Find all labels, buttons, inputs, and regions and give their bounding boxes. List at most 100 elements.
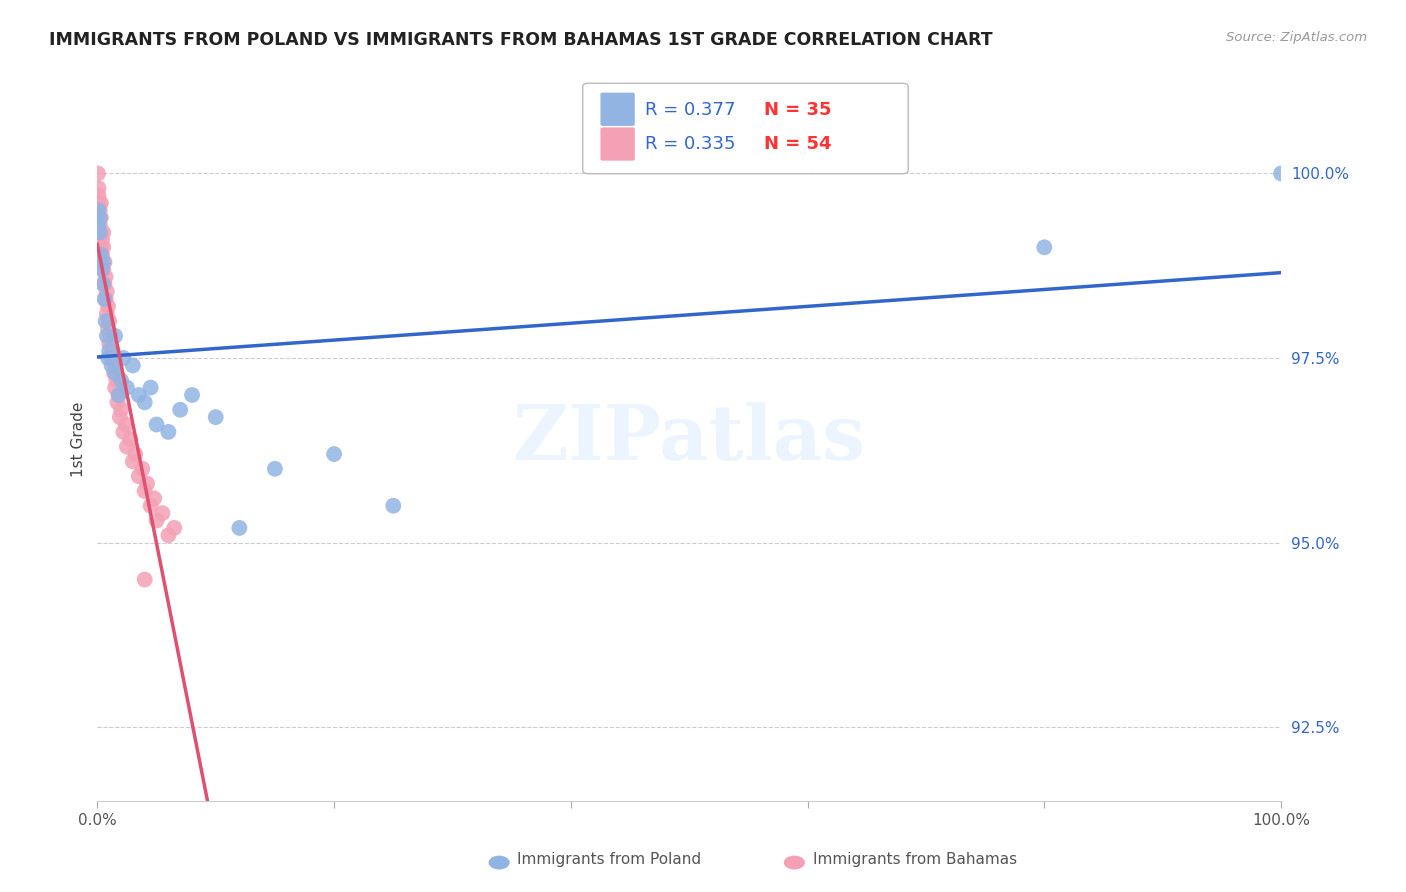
Point xyxy=(157,528,180,542)
Point xyxy=(1033,240,1056,254)
Point xyxy=(97,351,120,365)
Point xyxy=(87,181,110,195)
Point xyxy=(91,233,114,247)
Point xyxy=(87,196,110,211)
Point xyxy=(100,359,122,373)
Point xyxy=(107,388,129,402)
Point xyxy=(91,277,114,292)
Point xyxy=(114,417,136,432)
Point xyxy=(145,417,167,432)
Point xyxy=(91,226,114,240)
Text: R = 0.335: R = 0.335 xyxy=(645,136,735,153)
Point xyxy=(96,307,118,321)
Point xyxy=(134,483,156,498)
Point xyxy=(91,248,114,262)
Point xyxy=(90,248,112,262)
Point xyxy=(89,218,111,232)
Point xyxy=(134,395,156,409)
Point xyxy=(87,218,110,232)
Text: IMMIGRANTS FROM POLAND VS IMMIGRANTS FROM BAHAMAS 1ST GRADE CORRELATION CHART: IMMIGRANTS FROM POLAND VS IMMIGRANTS FRO… xyxy=(49,31,993,49)
Point xyxy=(139,499,162,513)
Point xyxy=(87,203,110,218)
Point xyxy=(115,440,138,454)
Text: R = 0.377: R = 0.377 xyxy=(645,101,735,119)
Point xyxy=(131,462,153,476)
Point xyxy=(112,351,135,365)
Point xyxy=(97,321,120,335)
Point xyxy=(98,336,121,351)
Point xyxy=(108,410,131,425)
Point xyxy=(87,166,110,180)
Point xyxy=(93,292,115,306)
Point xyxy=(157,425,180,439)
Point xyxy=(228,521,250,535)
Text: Source: ZipAtlas.com: Source: ZipAtlas.com xyxy=(1226,31,1367,45)
Text: ZIPatlas: ZIPatlas xyxy=(513,402,866,476)
Point xyxy=(89,211,111,225)
Point xyxy=(145,514,167,528)
Point xyxy=(143,491,166,506)
Point xyxy=(104,329,127,343)
Point xyxy=(96,329,118,343)
Point xyxy=(89,226,111,240)
Point xyxy=(93,255,115,269)
Point xyxy=(204,410,226,425)
Point xyxy=(120,432,142,446)
Point xyxy=(104,359,127,373)
Point xyxy=(139,381,162,395)
Point xyxy=(94,269,117,284)
Point xyxy=(90,211,112,225)
Point xyxy=(94,314,117,328)
Point xyxy=(104,381,127,395)
Point xyxy=(93,277,115,292)
Point xyxy=(105,373,128,387)
Point xyxy=(100,329,122,343)
FancyBboxPatch shape xyxy=(600,93,634,126)
Point xyxy=(91,262,114,277)
Text: N = 35: N = 35 xyxy=(763,101,831,119)
Point xyxy=(110,402,132,417)
Point xyxy=(101,343,124,358)
Point xyxy=(169,402,191,417)
Point xyxy=(98,314,121,328)
Point xyxy=(112,425,135,439)
Point xyxy=(121,359,143,373)
Point xyxy=(128,388,150,402)
Point xyxy=(107,395,129,409)
Point xyxy=(323,447,346,461)
Point xyxy=(1270,166,1292,180)
Point xyxy=(91,255,114,269)
Point xyxy=(90,226,112,240)
Point xyxy=(89,203,111,218)
Point xyxy=(128,469,150,483)
Text: Immigrants from Poland: Immigrants from Poland xyxy=(517,852,702,867)
Point xyxy=(264,462,287,476)
Point xyxy=(121,454,143,468)
Point xyxy=(134,573,156,587)
Point xyxy=(96,285,118,299)
Point xyxy=(91,240,114,254)
Point xyxy=(136,476,159,491)
Point xyxy=(97,299,120,313)
Point xyxy=(100,351,122,365)
Point xyxy=(98,343,121,358)
Point xyxy=(104,366,127,380)
Y-axis label: 1st Grade: 1st Grade xyxy=(72,401,86,477)
Point xyxy=(382,499,405,513)
Text: N = 54: N = 54 xyxy=(763,136,831,153)
Point xyxy=(124,447,146,461)
Text: Immigrants from Bahamas: Immigrants from Bahamas xyxy=(813,852,1017,867)
Point xyxy=(152,506,174,520)
Point xyxy=(90,196,112,211)
Point xyxy=(94,292,117,306)
Point xyxy=(181,388,204,402)
Point xyxy=(87,188,110,202)
Point xyxy=(89,211,111,225)
Point xyxy=(163,521,186,535)
Point xyxy=(110,373,132,387)
Point xyxy=(115,381,138,395)
Point xyxy=(91,262,114,277)
FancyBboxPatch shape xyxy=(600,128,634,161)
Point xyxy=(107,388,129,402)
FancyBboxPatch shape xyxy=(582,83,908,174)
